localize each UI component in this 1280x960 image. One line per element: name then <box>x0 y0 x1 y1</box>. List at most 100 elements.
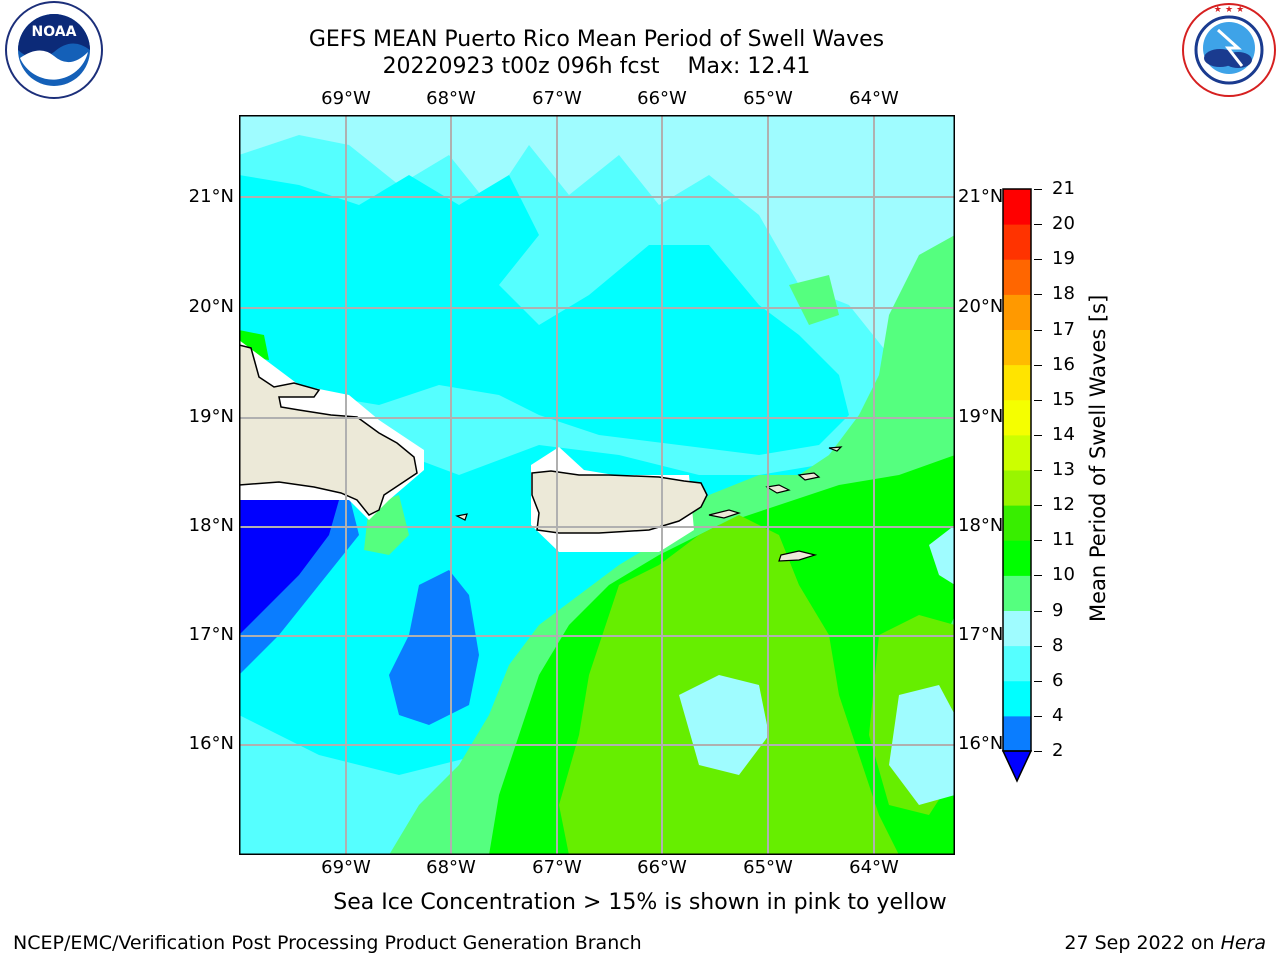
land-virgin-islands <box>765 446 843 494</box>
footer-date-text: 27 Sep 2022 on <box>1064 932 1215 954</box>
colorbar-frame <box>1002 188 1032 752</box>
lon-label-bottom-68w: 68°W <box>426 857 476 878</box>
colorbar-tick-20: 20 <box>1052 213 1075 235</box>
contour-8-9-pocket <box>679 675 769 775</box>
lat-label-right-18n: 18°N <box>958 515 1004 536</box>
colorbar-tick-21: 21 <box>1052 178 1075 199</box>
colorbar-tick-mark-12 <box>1034 505 1042 507</box>
footer-branch: NCEP/EMC/Verification Post Processing Pr… <box>13 932 642 954</box>
lon-label-top-66w: 66°W <box>637 88 687 109</box>
colorbar-bin-20-21 <box>1003 189 1031 225</box>
colorbar-bin-10-11 <box>1003 540 1031 576</box>
colorbar-bin-6-8 <box>1003 645 1031 682</box>
land-vieques <box>708 509 741 519</box>
land-hispaniola <box>239 344 418 516</box>
colorbar-bin-17-18 <box>1003 294 1031 330</box>
lon-label-bottom-64w: 64°W <box>849 857 899 878</box>
colorbar-bin-9-10 <box>1003 575 1031 611</box>
lon-label-top-68w: 68°W <box>426 88 476 109</box>
colorbar-tick-mark-17 <box>1034 329 1042 331</box>
colorbar-tick-mark-6 <box>1034 680 1042 682</box>
map-panel <box>239 115 955 855</box>
map-title: GEFS MEAN Puerto Rico Mean Period of Swe… <box>308 27 885 52</box>
colorbar-tick-mark-18 <box>1034 294 1042 296</box>
lat-label-left-21n: 21°N <box>188 186 234 207</box>
colorbar-bin-11-12 <box>1003 505 1031 541</box>
colorbar-tick-mark-8 <box>1034 645 1042 647</box>
colorbar-tick-11: 11 <box>1052 529 1075 551</box>
map-subtitle: 20220923 t00z 096h fcst Max: 12.41 <box>0 54 1193 79</box>
colorbar-tick-2: 2 <box>1052 740 1064 761</box>
lat-label-right-17n: 17°N <box>958 624 1004 645</box>
colorbar-bin-4-6 <box>1003 680 1031 717</box>
colorbar-tick-13: 13 <box>1052 459 1075 480</box>
colorbar-bin-2-4 <box>1003 715 1031 752</box>
lat-label-left-18n: 18°N <box>188 515 234 536</box>
lat-label-right-20n: 20°N <box>958 296 1004 317</box>
land-puerto-rico <box>531 470 708 534</box>
colorbar-bin-8-9 <box>1003 610 1031 647</box>
map-grid <box>239 115 955 855</box>
colorbar-bin-13-14 <box>1003 434 1031 471</box>
colorbar-bin-15-16 <box>1003 364 1031 401</box>
colorbar-bin-12-13 <box>1003 470 1031 506</box>
colorbar-tick-mark-13 <box>1034 470 1042 471</box>
noaa-logo-text: NOAA <box>32 24 77 40</box>
lat-label-right-21n: 21°N <box>958 186 1004 207</box>
sea-ice-note: Sea Ice Concentration > 15% is shown in … <box>0 890 1280 915</box>
colorbar-tick-19: 19 <box>1052 248 1075 270</box>
lon-label-top-65w: 65°W <box>743 88 793 109</box>
colorbar-tick-mark-21 <box>1034 189 1042 190</box>
colorbar-bin-14-15 <box>1003 399 1031 436</box>
lon-label-bottom-69w: 69°W <box>321 857 371 878</box>
map-frame <box>239 115 955 855</box>
max-value: Max: 12.41 <box>687 54 811 79</box>
colorbar-tick-mark-19 <box>1034 259 1042 261</box>
lon-label-top-64w: 64°W <box>849 88 899 109</box>
colorbar-bin-16-17 <box>1003 329 1031 366</box>
colorbar-tick-17: 17 <box>1052 318 1075 340</box>
colorbar-tick-4: 4 <box>1052 704 1064 726</box>
contour-2-4-mid <box>389 570 479 725</box>
footer-date: 27 Sep 2022 on Hera <box>1064 932 1266 954</box>
colorbar-extend-min <box>1001 750 1033 783</box>
noaa-logo: NOAA <box>5 1 103 99</box>
sea-ice-note-text: Sea Ice Concentration > 15% is shown in … <box>333 890 947 915</box>
colorbar-tick-16: 16 <box>1052 353 1075 375</box>
colorbar-bin-19-20 <box>1003 224 1031 260</box>
colorbar-tick-mark-16 <box>1034 364 1042 366</box>
colorbar-tick-8: 8 <box>1052 634 1064 656</box>
colorbar-tick-9: 9 <box>1052 599 1064 621</box>
colorbar <box>1001 188 1033 783</box>
colorbar-tick-12: 12 <box>1052 494 1075 516</box>
forecast-time: 20220923 t00z 096h fcst <box>382 54 660 79</box>
lat-label-left-17n: 17°N <box>188 624 234 645</box>
colorbar-label: Mean Period of Swell Waves [s] <box>1086 294 1110 622</box>
colorbar-tick-mark-9 <box>1034 610 1042 612</box>
lon-label-top-67w: 67°W <box>532 88 582 109</box>
colorbar-tick-15: 15 <box>1052 388 1075 410</box>
colorbar-tick-18: 18 <box>1052 283 1075 305</box>
lat-label-left-16n: 16°N <box>188 733 234 754</box>
colorbar-tick-mark-14 <box>1034 434 1042 436</box>
colorbar-tick-6: 6 <box>1052 669 1064 691</box>
colorbar-tick-mark-10 <box>1034 575 1042 577</box>
contour-8-9-se <box>929 525 954 585</box>
lon-label-bottom-66w: 66°W <box>637 857 687 878</box>
lat-label-right-16n: 16°N <box>958 733 1004 754</box>
svg-text:★ ★ ★: ★ ★ ★ <box>1214 5 1244 15</box>
lat-label-left-19n: 19°N <box>188 406 234 427</box>
lat-label-left-20n: 20°N <box>188 296 234 317</box>
lat-label-right-19n: 19°N <box>958 406 1004 427</box>
colorbar-bin-18-19 <box>1003 259 1031 295</box>
lon-label-bottom-67w: 67°W <box>532 857 582 878</box>
colorbar-tick-mark-4 <box>1034 715 1042 717</box>
colorbar-tick-mark-2 <box>1034 751 1042 752</box>
colorbar-tick-mark-11 <box>1034 540 1042 542</box>
footer-machine: Hera <box>1220 932 1266 954</box>
colorbar-tick-mark-15 <box>1034 399 1042 401</box>
contour-6-8-north <box>239 175 849 455</box>
lon-label-bottom-65w: 65°W <box>743 857 793 878</box>
contour-under-2-west <box>239 500 339 635</box>
land-mona <box>455 513 468 521</box>
